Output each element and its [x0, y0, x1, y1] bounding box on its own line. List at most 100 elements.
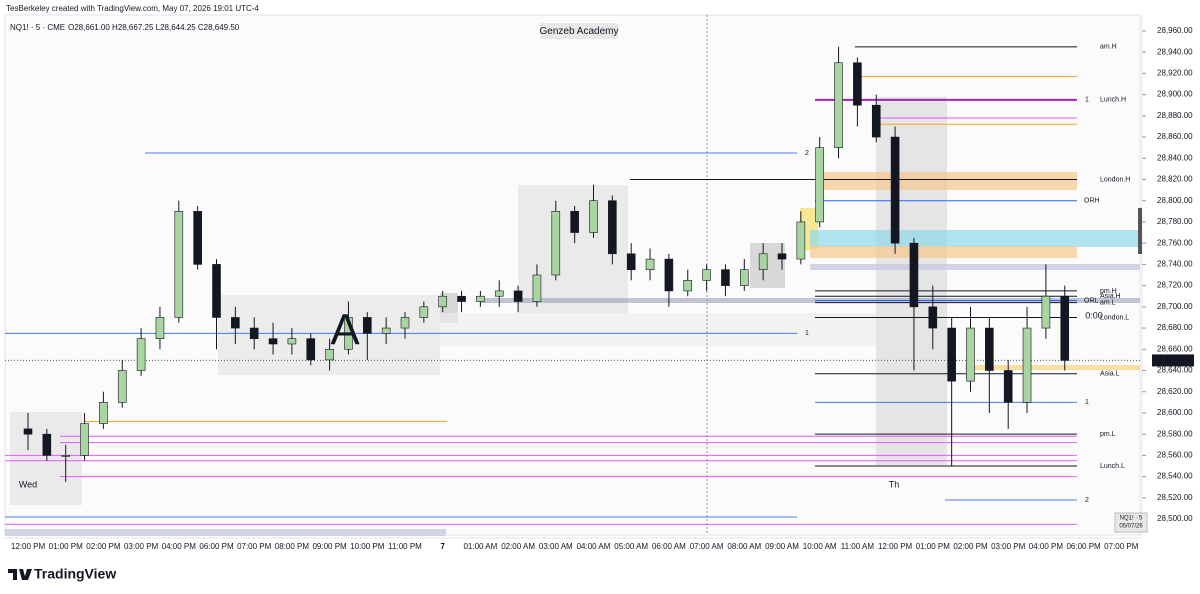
level-label: pm.L	[1100, 431, 1116, 438]
candle-body	[117, 370, 127, 403]
candle-body	[400, 317, 410, 329]
session-box	[440, 313, 876, 346]
y-tick-label: 28,960.00	[1157, 26, 1193, 35]
candle-body	[1060, 295, 1070, 361]
symbol-badge	[1114, 512, 1148, 533]
candle-body	[777, 253, 787, 260]
candle-body	[532, 274, 542, 302]
level-label: Lunch.L	[1100, 463, 1125, 470]
y-tick-label: 28,720.00	[1157, 281, 1193, 290]
x-tick-label: 07:00 AM	[690, 542, 724, 551]
candle-body	[419, 306, 429, 318]
x-tick-label: 01:00 PM	[916, 542, 951, 551]
candle-body	[853, 62, 862, 106]
candle-body	[947, 327, 956, 382]
level-label: London.L	[1100, 314, 1129, 321]
level-label: 2	[805, 150, 809, 157]
brand-name: TradingView	[34, 566, 116, 582]
candle-body	[344, 317, 353, 350]
candle-body	[626, 253, 636, 270]
level-label: Asia.H	[1100, 293, 1121, 300]
level-label: 1	[805, 330, 809, 337]
y-tick-label: 28,500.00	[1157, 514, 1193, 523]
x-tick-label: 09:00 AM	[765, 542, 799, 551]
session-box	[750, 243, 785, 288]
candle-body	[1003, 370, 1013, 403]
y-tick-label: 28,660.00	[1157, 344, 1193, 353]
x-tick-label: 04:00 AM	[577, 542, 611, 551]
x-tick-label: 01:00 AM	[463, 542, 497, 551]
y-tick-label: 28,620.00	[1157, 387, 1193, 396]
x-tick-label: 07:00 PM	[237, 542, 272, 551]
candle-body	[608, 200, 617, 255]
x-tick-label: 7	[440, 542, 445, 551]
brand-logo	[8, 569, 32, 580]
candle-body	[551, 211, 561, 276]
candle-body	[702, 269, 711, 281]
annotation: A	[330, 306, 360, 355]
candle-body	[381, 327, 391, 334]
zone-box	[965, 365, 1140, 370]
candle-body	[834, 62, 843, 148]
candle-body	[1041, 295, 1051, 329]
x-tick-label: 10:00 PM	[350, 542, 385, 551]
x-tick-label: 02:00 AM	[501, 542, 535, 551]
y-tick-label: 28,880.00	[1157, 111, 1193, 120]
y-tick-label: 28,940.00	[1157, 47, 1193, 56]
x-tick-label: 05:00 AM	[614, 542, 648, 551]
x-tick-label: 08:00 PM	[275, 542, 310, 551]
candle-body	[325, 348, 334, 361]
x-tick-label: 06:00 PM	[199, 542, 234, 551]
y-tick-label: 28,580.00	[1157, 429, 1193, 438]
watermark-box	[540, 23, 618, 39]
symbol-badge-text: 05/07/26	[1119, 524, 1143, 530]
ohlc: O28,661.00 H28,667.25 L28,644.25 C28,649…	[68, 23, 240, 32]
zone-box	[810, 246, 1077, 258]
candle-body	[871, 104, 881, 138]
level-label: am.L	[1100, 299, 1116, 306]
brand: TradingView	[8, 566, 116, 582]
level-label: pm.H	[1100, 288, 1117, 295]
x-tick-label: 11:00 AM	[841, 542, 875, 551]
y-tick-label: 28,760.00	[1157, 238, 1193, 247]
candle-body	[23, 428, 33, 435]
x-tick-label: 06:00 AM	[652, 542, 686, 551]
y-tick-label: 28,600.00	[1157, 408, 1193, 417]
y-tick-label: 28,920.00	[1157, 68, 1193, 77]
candle-body	[268, 338, 278, 345]
candle-body	[721, 269, 730, 286]
y-tick-label: 28,680.00	[1157, 323, 1193, 332]
zone-box	[5, 529, 446, 536]
x-tick-label: 04:00 PM	[162, 542, 197, 551]
candle-body	[570, 211, 579, 233]
level-label: ORL	[1084, 297, 1099, 304]
candle-body	[287, 338, 297, 345]
x-tick-label: 01:00 PM	[49, 542, 84, 551]
symbol: NQ1! · 5 · CME	[10, 23, 65, 32]
level-label: 2	[1085, 497, 1089, 504]
watermark: Genzeb Academy	[540, 26, 619, 37]
annotation: Th	[889, 479, 900, 489]
y-tick-label: 28,820.00	[1157, 175, 1193, 184]
candle-body	[80, 423, 89, 456]
session-box	[10, 412, 82, 505]
candle-body	[212, 264, 221, 318]
candle-body	[513, 290, 523, 302]
x-tick-label: 03:00 AM	[539, 542, 573, 551]
level-label: 1	[1085, 97, 1089, 104]
y-tick-label: 28,840.00	[1157, 153, 1193, 162]
level-label: Lunch.H	[1100, 97, 1126, 104]
candle-body	[966, 327, 975, 382]
candle-body	[249, 327, 259, 339]
y-tick-label: 28,520.00	[1157, 493, 1193, 502]
candle-body	[796, 221, 806, 260]
candle-body	[890, 136, 900, 244]
zone-box	[810, 264, 1140, 270]
candle-body	[815, 147, 825, 223]
candle-body	[494, 290, 504, 297]
candle-body	[985, 327, 994, 371]
candle-body	[758, 253, 768, 270]
y-tick-label: 28,800.00	[1157, 196, 1193, 205]
x-tick-label: 11:00 PM	[388, 542, 422, 551]
x-tick-label: 12:00 PM	[878, 542, 913, 551]
